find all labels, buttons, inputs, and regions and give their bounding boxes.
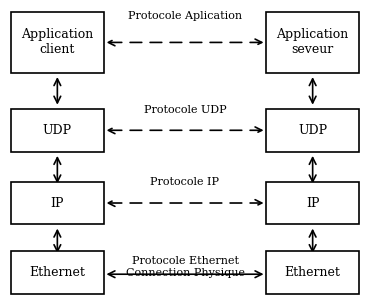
Bar	[11, 251, 104, 294]
Text: Application
client: Application client	[21, 28, 94, 56]
Text: UDP: UDP	[43, 124, 72, 137]
Text: UDP: UDP	[298, 124, 327, 137]
Bar	[11, 109, 104, 152]
Text: IP: IP	[306, 197, 319, 209]
Text: Protocole UDP: Protocole UDP	[144, 105, 226, 115]
Bar	[266, 182, 359, 224]
Text: Application
seveur: Application seveur	[276, 28, 349, 56]
Bar	[266, 109, 359, 152]
Text: IP: IP	[51, 197, 64, 209]
Text: Protocole Aplication: Protocole Aplication	[128, 11, 242, 21]
Bar	[11, 12, 104, 73]
Text: Ethernet: Ethernet	[29, 266, 85, 279]
Bar	[266, 251, 359, 294]
Text: Ethernet: Ethernet	[285, 266, 341, 279]
Bar	[266, 12, 359, 73]
Bar	[11, 182, 104, 224]
Text: Protocole IP: Protocole IP	[151, 177, 219, 187]
Text: Protocole Ethernet
Connection Physique: Protocole Ethernet Connection Physique	[125, 256, 245, 278]
